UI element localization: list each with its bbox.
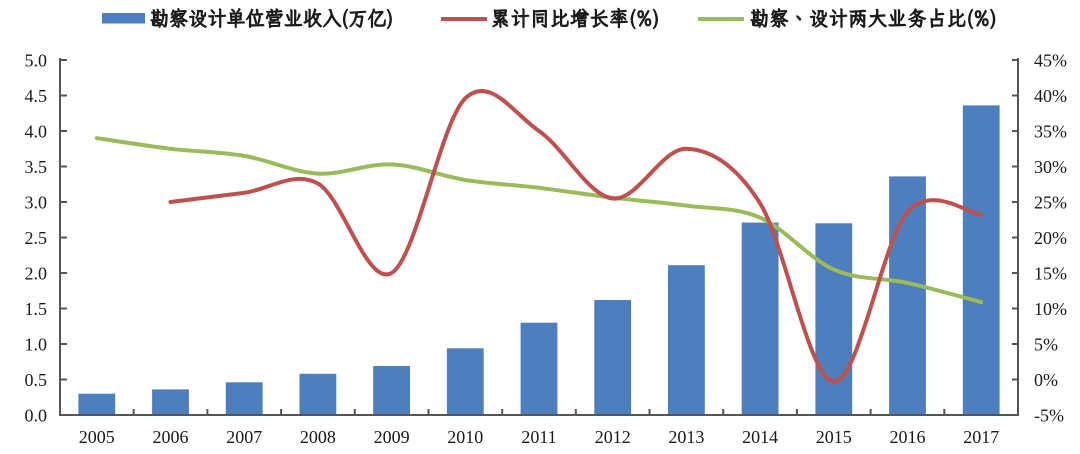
svg-text:25%: 25% [1034, 193, 1067, 213]
svg-text:40%: 40% [1034, 86, 1067, 106]
svg-text:2015: 2015 [816, 427, 852, 447]
svg-text:5%: 5% [1034, 335, 1058, 355]
svg-text:4.0: 4.0 [25, 122, 48, 142]
svg-text:2014: 2014 [742, 427, 778, 447]
svg-text:0.0: 0.0 [25, 406, 48, 426]
svg-text:5.0: 5.0 [25, 51, 48, 71]
svg-text:35%: 35% [1034, 122, 1067, 142]
svg-text:2009: 2009 [374, 427, 410, 447]
svg-text:1.0: 1.0 [25, 335, 48, 355]
svg-text:2017: 2017 [963, 427, 999, 447]
svg-text:4.5: 4.5 [25, 86, 48, 106]
svg-text:2007: 2007 [226, 427, 262, 447]
svg-text:3.5: 3.5 [25, 157, 48, 177]
svg-text:20%: 20% [1034, 228, 1067, 248]
svg-text:0.5: 0.5 [25, 370, 48, 390]
svg-text:1.5: 1.5 [25, 299, 48, 319]
svg-text:2013: 2013 [668, 427, 704, 447]
svg-text:2.5: 2.5 [25, 228, 48, 248]
svg-text:30%: 30% [1034, 157, 1067, 177]
svg-text:2005: 2005 [79, 427, 115, 447]
svg-text:-5%: -5% [1034, 406, 1064, 426]
svg-text:3.0: 3.0 [25, 193, 48, 213]
svg-text:10%: 10% [1034, 299, 1067, 319]
svg-text:2011: 2011 [521, 427, 556, 447]
svg-text:2010: 2010 [447, 427, 483, 447]
svg-text:2006: 2006 [153, 427, 189, 447]
svg-text:2012: 2012 [595, 427, 631, 447]
svg-text:2016: 2016 [890, 427, 926, 447]
svg-text:45%: 45% [1034, 51, 1067, 71]
svg-text:2008: 2008 [300, 427, 336, 447]
svg-text:2.0: 2.0 [25, 264, 48, 284]
svg-text:0%: 0% [1034, 370, 1058, 390]
svg-text:15%: 15% [1034, 264, 1067, 284]
